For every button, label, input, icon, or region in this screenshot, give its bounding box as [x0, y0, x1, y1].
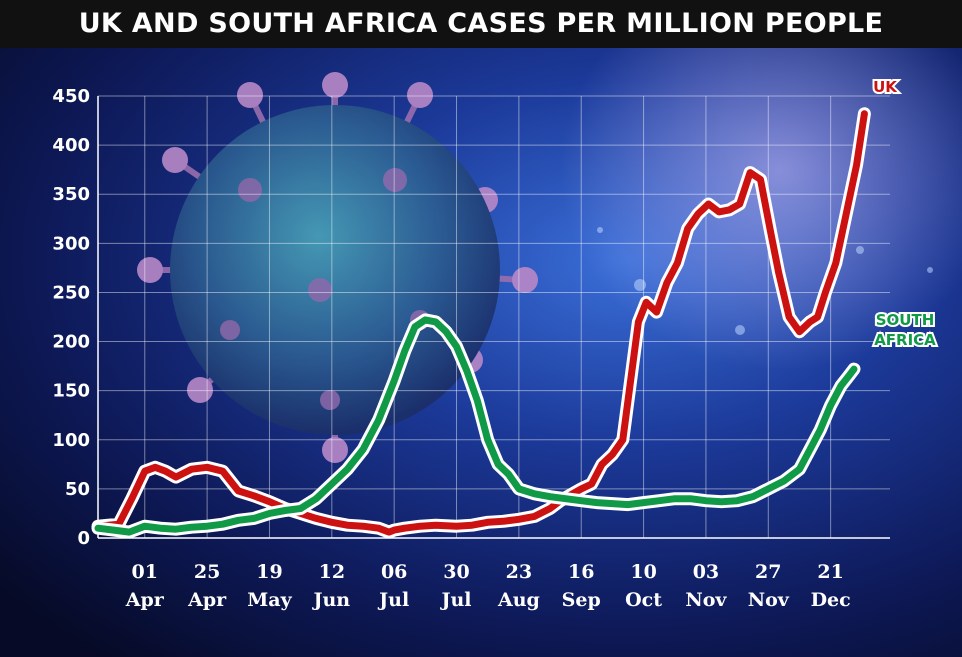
x-tick-label-month: Sep: [562, 589, 601, 611]
x-tick-label-day: 21: [817, 561, 843, 583]
x-tick-label-day: 30: [443, 561, 469, 583]
chart-title: UK AND SOUTH AFRICA CASES PER MILLION PE…: [0, 0, 962, 48]
legend-label: SOUTH: [876, 311, 935, 329]
x-tick-label-day: 19: [256, 561, 282, 583]
x-tick-label-day: 27: [755, 561, 781, 583]
x-tick-label-day: 10: [630, 561, 656, 583]
x-tick-label-day: 03: [693, 561, 719, 583]
x-tick-label-month: Jul: [440, 589, 472, 611]
y-tick-label: 50: [65, 479, 90, 500]
y-tick-label: 0: [77, 528, 90, 549]
y-tick-label: 450: [52, 86, 90, 107]
y-tick-label: 300: [52, 233, 90, 254]
y-tick-label: 100: [52, 430, 90, 451]
series-line-south-africa: [94, 316, 858, 536]
x-tick-label-month: Dec: [811, 589, 851, 611]
y-tick-label: 150: [52, 381, 90, 402]
legend-label: UK: [873, 78, 898, 96]
x-tick-label-day: 25: [194, 561, 220, 583]
x-tick-label-day: 16: [568, 561, 594, 583]
x-tick-label-day: 12: [319, 561, 345, 583]
x-tick-label-day: 06: [381, 561, 407, 583]
y-tick-label: 350: [52, 184, 90, 205]
series-lines: [91, 107, 871, 539]
x-tick-label-day: 01: [132, 561, 158, 583]
legend-label: AFRICA: [874, 331, 936, 349]
line-chart: 0 50 100 150 200 250 300 350 400 450 01 Apr 25 Apr 19 M…: [0, 48, 962, 657]
y-tick-label: 400: [52, 135, 90, 156]
x-tick-label-month: Nov: [685, 589, 727, 611]
y-tick-label: 200: [52, 332, 90, 353]
x-tick-label-month: Jun: [312, 589, 351, 611]
virus-illustration: [137, 72, 538, 463]
x-tick-label-month: Jul: [377, 589, 409, 611]
x-tick-label-month: Aug: [497, 589, 540, 611]
x-tick-label-month: Oct: [625, 589, 662, 611]
x-tick-label-month: Apr: [125, 589, 165, 611]
x-tick-label-day: 23: [506, 561, 532, 583]
x-tick-label-month: Nov: [748, 589, 790, 611]
axes: 0 50 100 150 200 250 300 350 400 450 01 Apr 25 Apr 19 M…: [52, 86, 890, 611]
legend: UK SOUTH AFRICA: [871, 76, 938, 351]
x-tick-label-month: May: [247, 589, 292, 611]
x-tick-label-month: Apr: [187, 589, 227, 611]
series-line-uk: [94, 110, 868, 536]
y-tick-label: 250: [52, 282, 90, 303]
